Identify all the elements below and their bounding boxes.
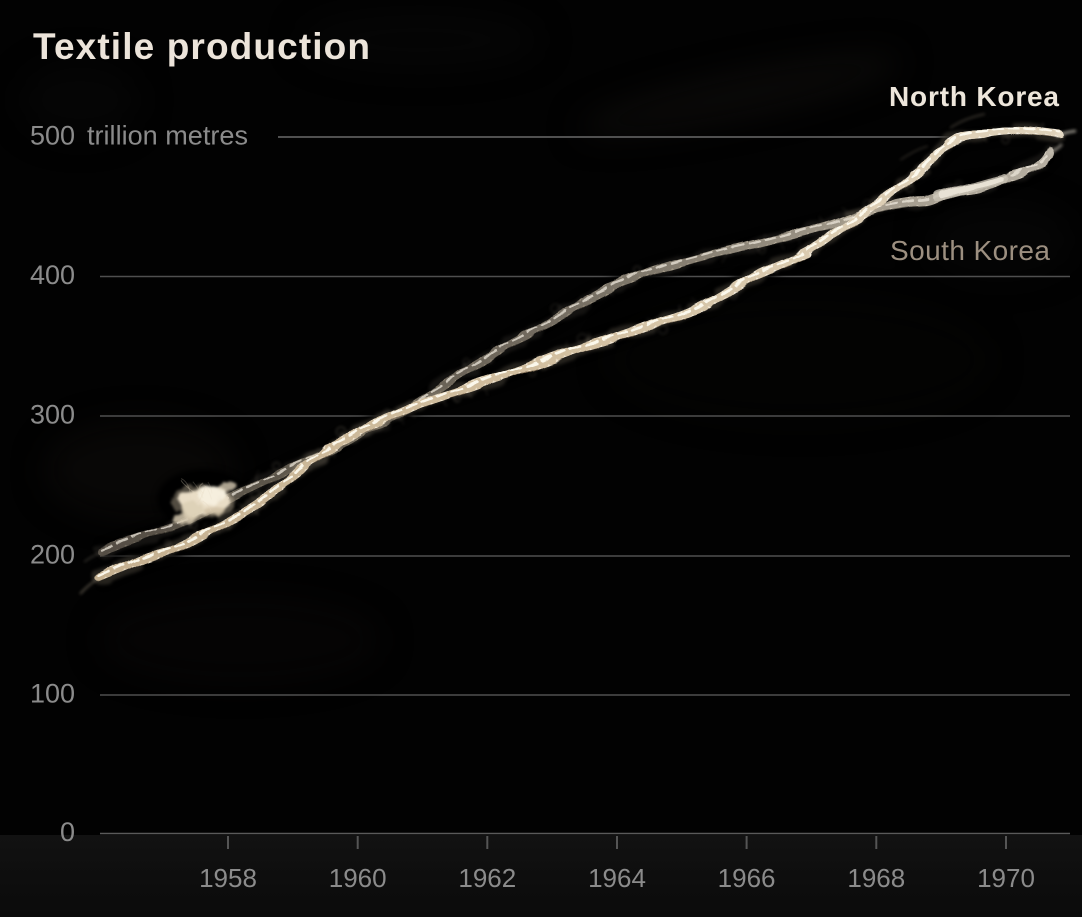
svg-text:1958: 1958 bbox=[199, 863, 257, 893]
svg-text:1966: 1966 bbox=[718, 863, 776, 893]
svg-text:1964: 1964 bbox=[588, 863, 646, 893]
svg-text:200: 200 bbox=[30, 540, 75, 570]
svg-text:0: 0 bbox=[60, 817, 75, 847]
svg-text:North Korea: North Korea bbox=[889, 81, 1059, 112]
svg-text:300: 300 bbox=[30, 400, 75, 430]
svg-text:Textile production: Textile production bbox=[33, 26, 370, 67]
svg-text:400: 400 bbox=[30, 260, 75, 290]
svg-text:500: 500 bbox=[30, 121, 75, 151]
svg-text:1962: 1962 bbox=[458, 863, 516, 893]
svg-text:1968: 1968 bbox=[847, 863, 905, 893]
svg-text:100: 100 bbox=[30, 679, 75, 709]
svg-text:South Korea: South Korea bbox=[890, 235, 1050, 266]
svg-text:trillion metres: trillion metres bbox=[87, 121, 248, 151]
svg-text:1970: 1970 bbox=[977, 863, 1035, 893]
svg-text:1960: 1960 bbox=[329, 863, 387, 893]
